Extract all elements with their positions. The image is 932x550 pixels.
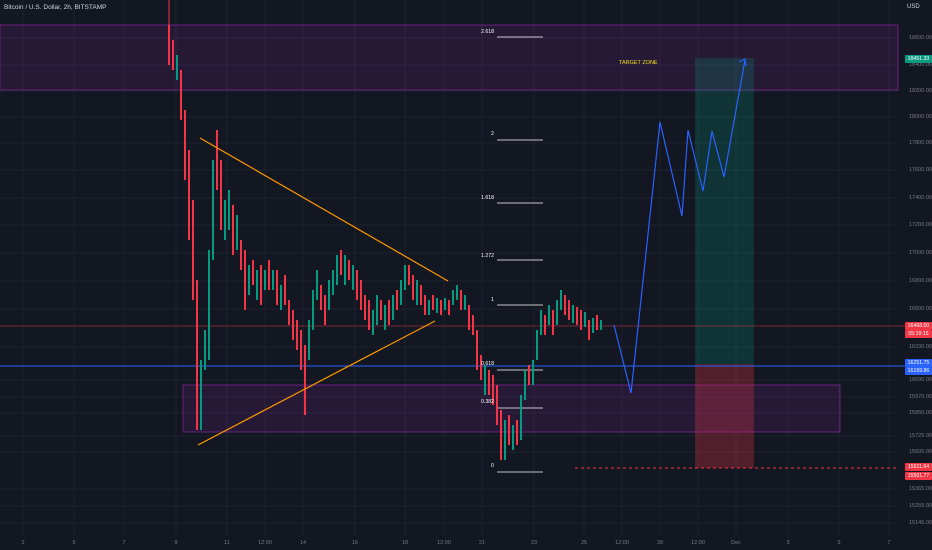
time-tick: 12:00 [691, 540, 705, 546]
time-tick: 23 [530, 540, 538, 546]
stop-price-badge-2: 15501.77 [905, 472, 932, 480]
fib-label: 0 [491, 463, 494, 469]
stop-price-badge: 15511.64 [905, 463, 932, 471]
price-tick: 18600.00 [909, 35, 932, 41]
time-tick: 12:00 [258, 540, 272, 546]
fib-label: 0.382 [481, 399, 494, 405]
currency-label[interactable]: USD [907, 4, 920, 10]
price-tick: 16600.00 [909, 306, 932, 312]
blue-line-price-badge: 16251.75 [905, 359, 932, 367]
time-tick: 3 [786, 540, 790, 546]
time-tick: 11 [224, 540, 230, 546]
last-price-badge: 16468.00 [905, 322, 932, 330]
price-tick: 18400.00 [909, 62, 932, 68]
projection-path[interactable] [613, 59, 746, 394]
time-tick: 12:00 [437, 540, 451, 546]
time-tick: 12:00 [615, 540, 629, 546]
time-tick: 18 [401, 540, 409, 546]
time-tick: 2 [21, 540, 25, 546]
fib-label: 0.618 [481, 361, 494, 367]
price-tick: 15145.00 [909, 520, 932, 526]
price-tick: 16330.00 [909, 344, 932, 350]
price-tick: 15725.00 [909, 433, 932, 439]
time-tick: 5 [72, 540, 76, 546]
fib-label: 1 [491, 297, 494, 303]
bar-countdown-badge: 05:19:15 [905, 330, 932, 338]
triangle-lower-line[interactable] [197, 320, 436, 446]
projection-arrowhead [738, 58, 747, 67]
resistance-zone[interactable] [0, 24, 899, 91]
position-target-box[interactable] [695, 58, 754, 364]
time-tick: 16 [351, 540, 359, 546]
time-tick: 5 [837, 540, 841, 546]
fib-extension[interactable] [497, 36, 543, 473]
time-tick: 28 [656, 540, 664, 546]
price-tick: 18200.00 [909, 88, 932, 94]
time-tick: 25 [580, 540, 588, 546]
time-tick: 9 [174, 540, 178, 546]
price-tick: 17400.00 [909, 195, 932, 201]
price-tick: 17200.00 [909, 222, 932, 228]
time-tick: 14 [299, 540, 307, 546]
price-tick: 15255.00 [909, 503, 932, 509]
support-zone[interactable] [182, 384, 841, 433]
blue-line-price-badge-2: 16199.86 [905, 367, 932, 375]
price-tick: 15365.00 [909, 486, 932, 492]
time-tick: 7 [122, 540, 126, 546]
fib-label: 2 [491, 131, 494, 137]
fib-label: 1.272 [481, 253, 494, 259]
price-tick: 18000.00 [909, 114, 932, 120]
position-stop-box[interactable] [695, 364, 754, 468]
price-tick: 16090.00 [909, 377, 932, 383]
time-tick: 21 [478, 540, 486, 546]
target-price-badge: 18451.33 [905, 55, 932, 63]
price-tick: 17800.00 [909, 140, 932, 146]
price-tick: 15970.00 [909, 394, 932, 400]
fib-label: 1.618 [481, 195, 494, 201]
target-zone-label[interactable]: TARGET ZONE [619, 60, 658, 66]
price-tick: 17000.00 [909, 250, 932, 256]
time-tick: 7 [887, 540, 891, 546]
price-tick: 15850.00 [909, 410, 932, 416]
candlesticks [168, 0, 602, 460]
symbol-title[interactable]: Bitcoin / U.S. Dollar, 2h, BITSTAMP [4, 4, 107, 11]
triangle-upper-line[interactable] [199, 137, 449, 282]
fib-label: 2.618 [481, 29, 494, 35]
price-tick: 16800.00 [909, 278, 932, 284]
time-tick: Dec [731, 540, 741, 546]
price-tick: 15605.00 [909, 449, 932, 455]
price-tick: 17600.00 [909, 167, 932, 173]
